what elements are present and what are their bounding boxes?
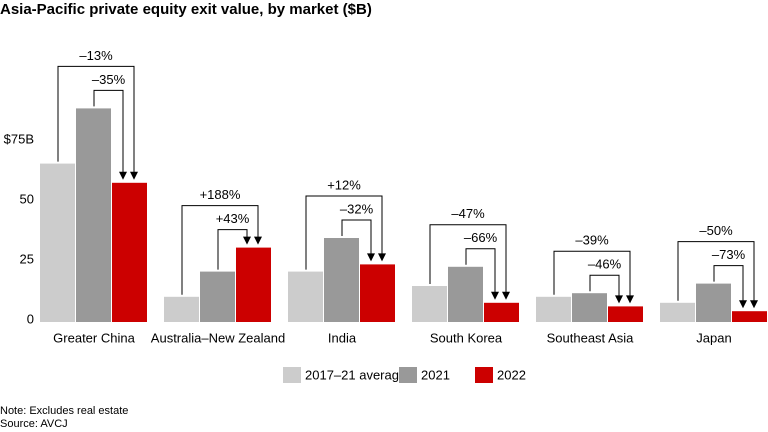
- bar: [76, 108, 111, 323]
- arrowhead: [750, 300, 758, 309]
- change-label: –46%: [588, 257, 622, 272]
- x-tick-label: Greater China: [53, 330, 135, 345]
- y-tick-label: $75B: [4, 131, 34, 146]
- change-label: –32%: [340, 201, 374, 216]
- bracket: [553, 250, 631, 298]
- change-label: –39%: [575, 233, 609, 248]
- change-label: –66%: [464, 230, 498, 245]
- x-tick-label: Australia–New Zealand: [151, 330, 285, 345]
- bar: [484, 302, 519, 322]
- change-label: –73%: [712, 247, 746, 262]
- change-label: –35%: [92, 72, 126, 87]
- change-label: –50%: [699, 223, 733, 238]
- arrowhead: [130, 171, 138, 180]
- arrowhead: [254, 236, 262, 245]
- arrowhead: [491, 291, 499, 300]
- bracket: [305, 195, 383, 270]
- source: Source: AVCJ: [0, 418, 68, 430]
- y-tick-label: 0: [27, 311, 34, 326]
- x-tick-label: India: [328, 330, 357, 345]
- arrowhead: [119, 171, 127, 180]
- bracket: [589, 274, 620, 298]
- bar: [324, 238, 359, 322]
- change-label: –13%: [79, 48, 113, 63]
- x-tick-label: South Korea: [430, 330, 503, 345]
- arrowhead: [378, 253, 386, 262]
- bar: [412, 286, 447, 322]
- bar: [608, 306, 643, 322]
- arrowhead: [243, 236, 251, 245]
- arrowhead: [626, 295, 634, 304]
- y-tick-label: 25: [20, 251, 34, 266]
- legend-label: 2017–21 average: [305, 367, 406, 382]
- bar: [236, 247, 271, 322]
- bar: [696, 283, 731, 322]
- change-label: +188%: [200, 187, 241, 202]
- legend-swatch: [475, 367, 493, 383]
- bar: [732, 311, 767, 322]
- note: Note: Excludes real estate: [0, 405, 128, 417]
- bar: [536, 296, 571, 322]
- bar: [164, 296, 199, 322]
- bar: [200, 271, 235, 322]
- bracket: [93, 89, 124, 174]
- y-tick-label: 50: [20, 191, 34, 206]
- chart-title: Asia-Pacific private equity exit value, …: [0, 1, 372, 18]
- arrowhead: [615, 295, 623, 304]
- bracket: [429, 224, 507, 294]
- bracket: [181, 205, 259, 295]
- bracket: [677, 241, 755, 303]
- bar: [112, 182, 147, 322]
- bar: [660, 302, 695, 322]
- legend-label: 2022: [497, 367, 526, 382]
- x-tick-label: Japan: [696, 330, 731, 345]
- bracket: [217, 229, 248, 270]
- bracket: [57, 65, 135, 174]
- bracket: [465, 248, 496, 294]
- arrowhead: [502, 291, 510, 300]
- arrowhead: [739, 300, 747, 309]
- bracket: [713, 265, 744, 303]
- change-label: +43%: [216, 211, 250, 226]
- x-tick-label: Southeast Asia: [547, 330, 634, 345]
- bar: [448, 266, 483, 322]
- change-label: +12%: [327, 177, 361, 192]
- bar: [360, 264, 395, 322]
- bar: [40, 163, 75, 322]
- legend-swatch: [399, 367, 417, 383]
- change-label: –47%: [451, 206, 485, 221]
- bracket: [341, 219, 372, 256]
- bar: [288, 271, 323, 322]
- arrowhead: [367, 253, 375, 262]
- bar: [572, 293, 607, 322]
- legend-label: 2021: [421, 367, 450, 382]
- legend-swatch: [283, 367, 301, 383]
